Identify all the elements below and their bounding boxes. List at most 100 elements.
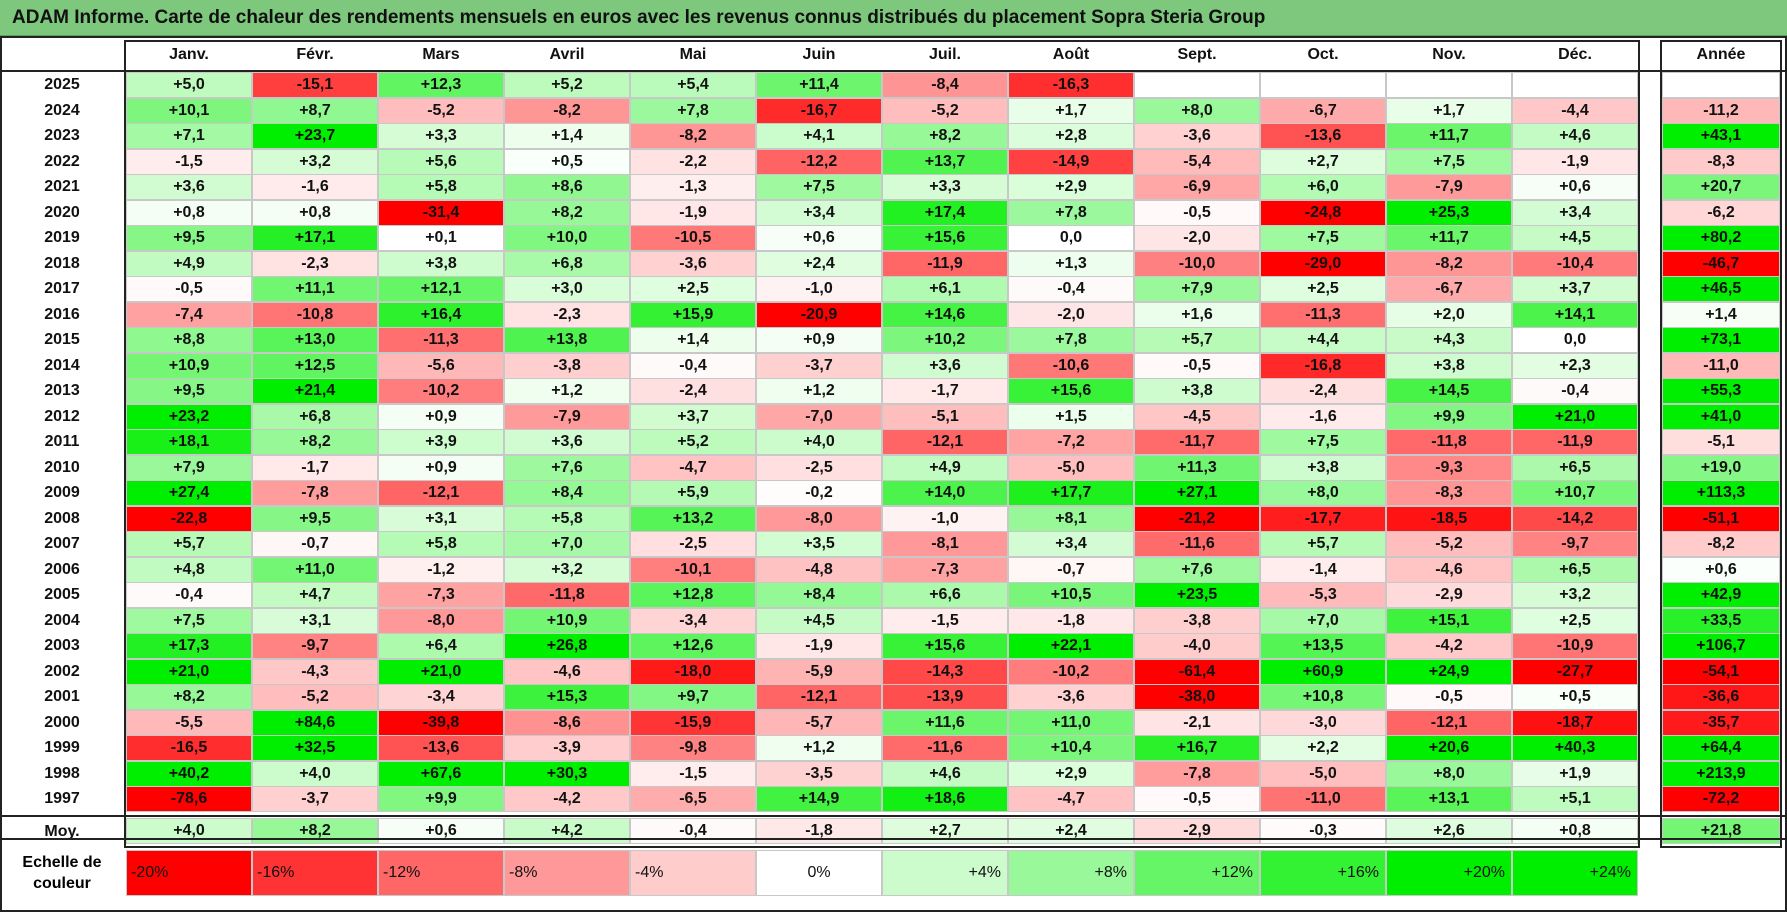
heatmap-cell: -4,8 xyxy=(756,557,882,583)
heatmap-cell: -61,4 xyxy=(1134,659,1260,685)
heatmap-cell: +3,3 xyxy=(882,174,1008,200)
heatmap-cell: +7,9 xyxy=(1134,276,1260,302)
month-header: Avril xyxy=(549,46,585,63)
heatmap-cell: -18,5 xyxy=(1386,506,1512,532)
annual-cell: +41,0 xyxy=(1662,404,1780,430)
heatmap-cell: -0,7 xyxy=(1008,557,1134,583)
scale-swatch: -12% xyxy=(378,850,504,896)
heatmap-cell: -2,3 xyxy=(252,251,378,277)
heatmap-cell: +11,0 xyxy=(252,557,378,583)
heatmap-cell: +15,1 xyxy=(1386,608,1512,634)
annual-cell: -8,2 xyxy=(1662,531,1780,557)
heatmap-cell: +14,0 xyxy=(882,480,1008,506)
heatmap-cell: +10,9 xyxy=(126,353,252,379)
annual-cell: +33,5 xyxy=(1662,608,1780,634)
annual-cell xyxy=(1662,72,1780,98)
heatmap-cell: -6,9 xyxy=(1134,174,1260,200)
annual-cell: +19,0 xyxy=(1662,455,1780,481)
heatmap-cell: +23,5 xyxy=(1134,582,1260,608)
heatmap-cell: -0,4 xyxy=(630,353,756,379)
heatmap-cell: +2,9 xyxy=(1008,761,1134,787)
heatmap-cell: -2,9 xyxy=(1386,582,1512,608)
heatmap-cell: -3,0 xyxy=(1260,710,1386,736)
heatmap-cell: +3,6 xyxy=(126,174,252,200)
average-cell: +8,2 xyxy=(252,818,378,844)
heatmap-cell: +1,2 xyxy=(756,735,882,761)
heatmap-cell: +1,4 xyxy=(630,327,756,353)
year-label: 2012 xyxy=(44,408,80,425)
heatmap-cell: -11,6 xyxy=(882,735,1008,761)
heatmap-cell: -3,7 xyxy=(756,353,882,379)
heatmap-cell: +4,7 xyxy=(252,582,378,608)
year-label: 2017 xyxy=(44,280,80,297)
heatmap-cell: +6,4 xyxy=(378,633,504,659)
month-header: Mai xyxy=(679,46,707,63)
heatmap-cell: -12,1 xyxy=(1386,710,1512,736)
heatmap-cell: +18,1 xyxy=(126,429,252,455)
heatmap-cell: +11,1 xyxy=(252,276,378,302)
heatmap-cell: +2,4 xyxy=(756,251,882,277)
heatmap-cell: +4,5 xyxy=(756,608,882,634)
heatmap-cell: +8,0 xyxy=(1260,480,1386,506)
heatmap-cell: -38,0 xyxy=(1134,684,1260,710)
year-label: 2013 xyxy=(44,382,80,399)
heatmap-cell: -10,6 xyxy=(1008,353,1134,379)
heatmap-cell: -11,3 xyxy=(378,327,504,353)
heatmap-cell: -21,2 xyxy=(1134,506,1260,532)
heatmap-cell: +5,7 xyxy=(126,531,252,557)
heatmap-cell: +8,2 xyxy=(252,429,378,455)
heatmap-cell: +9,9 xyxy=(1386,404,1512,430)
heatmap-cell: -17,7 xyxy=(1260,506,1386,532)
heatmap-cell: -10,0 xyxy=(1134,251,1260,277)
heatmap-cell: +10,4 xyxy=(1008,735,1134,761)
heatmap-cell: -5,1 xyxy=(882,404,1008,430)
heatmap-cell: +7,0 xyxy=(504,531,630,557)
heatmap-cell: +0,5 xyxy=(1512,684,1638,710)
heatmap-cell: -3,4 xyxy=(630,608,756,634)
month-header: Juil. xyxy=(928,46,961,63)
heatmap-cell: +6,1 xyxy=(882,276,1008,302)
heatmap-cell: -0,4 xyxy=(1008,276,1134,302)
average-annual-cell: +21,8 xyxy=(1662,818,1780,844)
heatmap-cell: -5,2 xyxy=(882,98,1008,124)
heatmap-cell: +14,1 xyxy=(1512,302,1638,328)
average-cell: +4,0 xyxy=(126,818,252,844)
average-cell: +4,2 xyxy=(504,818,630,844)
heatmap-cell: -4,4 xyxy=(1512,98,1638,124)
heatmap-cell: -1,5 xyxy=(882,608,1008,634)
heatmap-cell: -11,9 xyxy=(882,251,1008,277)
heatmap-cell: +14,5 xyxy=(1386,378,1512,404)
heatmap-cell: -10,2 xyxy=(378,378,504,404)
scale-swatch: +24% xyxy=(1512,850,1638,896)
annual-cell: +64,4 xyxy=(1662,735,1780,761)
heatmap-cell: -9,7 xyxy=(252,633,378,659)
heatmap-cell: +8,2 xyxy=(126,684,252,710)
heatmap-cell: -2,5 xyxy=(630,531,756,557)
heatmap-cell: -12,1 xyxy=(882,429,1008,455)
heatmap-cell: -78,6 xyxy=(126,786,252,812)
year-label: 2024 xyxy=(44,102,80,119)
heatmap-cell: +8,4 xyxy=(504,480,630,506)
heatmap-cell: -1,9 xyxy=(756,633,882,659)
heatmap-cell: +1,2 xyxy=(504,378,630,404)
heatmap-cell: +0,9 xyxy=(756,327,882,353)
annual-cell: -51,1 xyxy=(1662,506,1780,532)
annual-cell: +73,1 xyxy=(1662,327,1780,353)
heatmap-cell: +3,2 xyxy=(504,557,630,583)
heatmap-cell: +1,6 xyxy=(1134,302,1260,328)
heatmap-cell: +4,4 xyxy=(1260,327,1386,353)
heatmap-cell: -14,2 xyxy=(1512,506,1638,532)
average-cell: +2,7 xyxy=(882,818,1008,844)
heatmap-cell: +6,6 xyxy=(882,582,1008,608)
heatmap-cell: -16,8 xyxy=(1260,353,1386,379)
heatmap-cell: -27,7 xyxy=(1512,659,1638,685)
heatmap-cell: +4,6 xyxy=(1512,123,1638,149)
heatmap-cell: +4,6 xyxy=(882,761,1008,787)
scale-swatch: +12% xyxy=(1134,850,1260,896)
month-header: Sept. xyxy=(1177,46,1217,63)
heatmap-cell: -1,8 xyxy=(1008,608,1134,634)
heatmap-cell: +5,9 xyxy=(630,480,756,506)
heatmap-cell: +23,2 xyxy=(126,404,252,430)
heatmap-cell xyxy=(1386,72,1512,98)
heatmap-cell: -4,2 xyxy=(504,786,630,812)
